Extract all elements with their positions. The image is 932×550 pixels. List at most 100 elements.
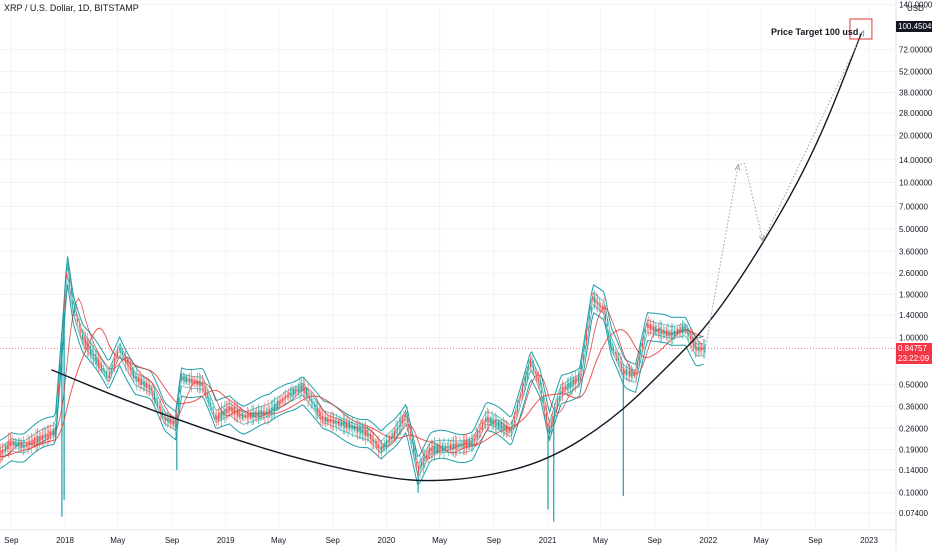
candle-body — [267, 408, 269, 416]
candle-body — [246, 413, 248, 419]
candle-body — [445, 445, 447, 450]
candle-body — [601, 306, 604, 310]
candle-body — [555, 406, 557, 412]
countdown-tag: 23:22:09 — [896, 353, 932, 364]
candle-body — [673, 330, 676, 336]
candle-body — [624, 370, 626, 374]
price-candles — [0, 263, 706, 479]
candle-body — [685, 326, 687, 332]
candle-body — [166, 418, 168, 422]
candle-body — [467, 439, 469, 448]
candle-body — [273, 404, 276, 412]
candle-body — [150, 387, 152, 392]
candle-body — [46, 433, 48, 437]
candle-body — [481, 421, 484, 430]
time-axis[interactable]: Sep 2018 May Sep 2019 May Sep 2020 May Sep 2021 May… — [0, 529, 896, 545]
candle-body — [129, 366, 132, 371]
candle-body — [187, 378, 189, 382]
candle-body — [99, 362, 101, 367]
target-box — [849, 18, 873, 40]
candle-body — [405, 413, 407, 417]
candle-body — [561, 387, 564, 394]
candle-body — [75, 313, 77, 317]
candle-body — [494, 419, 496, 427]
candle-body — [541, 390, 543, 394]
candle-body — [341, 422, 343, 426]
candle-body — [158, 405, 160, 409]
candle-body — [163, 416, 165, 420]
candle-body — [544, 406, 546, 411]
candle-body — [169, 418, 172, 424]
candle-body — [677, 328, 679, 335]
candle-body — [435, 445, 437, 453]
candle-body — [670, 330, 672, 338]
candle-body — [286, 394, 288, 398]
candle-body — [192, 379, 194, 384]
candle-body — [353, 425, 356, 430]
price-tick-label: 0.14000 — [899, 466, 928, 475]
candle-body — [253, 412, 255, 417]
candle-body — [142, 381, 144, 385]
candle-body — [520, 394, 522, 399]
candle-body — [662, 330, 664, 335]
candle-body — [280, 399, 282, 404]
projection-arrow-down — [758, 234, 765, 243]
candle-body — [270, 407, 272, 414]
candle-body — [509, 429, 511, 432]
candle-body — [539, 381, 541, 387]
candle-body — [657, 328, 660, 334]
indicator-bands — [0, 256, 704, 522]
candle-body — [424, 456, 426, 461]
candle-body — [176, 414, 178, 417]
candle-body — [501, 422, 503, 430]
time-tick-label: May — [593, 536, 608, 545]
candle-body — [413, 445, 415, 453]
candle-body — [336, 421, 338, 424]
candle-body — [8, 441, 10, 450]
candle-body — [317, 407, 319, 413]
candle-body — [609, 338, 612, 345]
candle-body — [449, 443, 452, 450]
candle-body — [638, 354, 640, 363]
candle-body — [459, 443, 461, 448]
candle-body — [109, 371, 111, 379]
price-tick-label: 20.00000 — [899, 132, 932, 141]
candle-body — [9, 441, 12, 446]
candle-body — [461, 444, 463, 447]
candle-body — [149, 385, 151, 391]
candle-body — [261, 410, 263, 417]
candle-body — [414, 452, 416, 460]
candle-body — [1, 450, 4, 454]
candle-body — [357, 425, 359, 433]
candle-body — [85, 338, 87, 347]
candle-body — [475, 434, 477, 440]
candle-body — [32, 439, 34, 445]
candle-body — [374, 440, 376, 444]
candle-body — [528, 366, 530, 371]
candle-body — [264, 411, 266, 415]
time-tick-label: 2023 — [860, 536, 878, 545]
candle-body — [502, 425, 504, 429]
candle-body — [510, 427, 512, 434]
candle-body — [222, 411, 224, 416]
candle-body — [19, 441, 21, 449]
candle-body — [566, 384, 568, 390]
candle-body — [448, 446, 450, 449]
candle-body — [645, 330, 647, 333]
candle-body — [29, 441, 31, 446]
candle-body — [294, 388, 296, 394]
candle-body — [565, 386, 567, 390]
price-axis[interactable]: 140.00000 72.00000 52.00000 38.00000 28.0000… — [895, 0, 932, 550]
candle-body — [97, 358, 100, 366]
candle-body — [371, 434, 373, 443]
candle-body — [313, 403, 316, 407]
candle-body — [321, 416, 324, 420]
candle-body — [86, 340, 88, 349]
candle-body — [214, 414, 216, 419]
candle-body — [545, 413, 548, 420]
price-tick-label: 2.60000 — [899, 269, 928, 278]
candle-body — [491, 417, 493, 426]
candle-body — [245, 415, 247, 418]
candle-body — [635, 370, 637, 375]
